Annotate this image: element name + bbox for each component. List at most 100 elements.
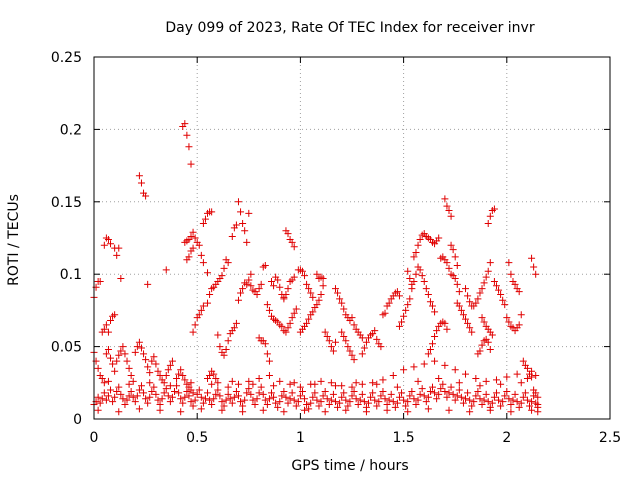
data-point [484, 398, 492, 406]
data-point [321, 408, 329, 416]
data-point [451, 275, 459, 283]
data-point [480, 318, 488, 326]
data-point [495, 286, 503, 294]
data-point [482, 273, 490, 281]
data-point [509, 396, 517, 404]
data-point [424, 405, 432, 413]
data-point [439, 380, 447, 388]
data-point [431, 389, 439, 397]
data-point [185, 253, 193, 261]
data-point [133, 343, 141, 351]
data-point [150, 383, 158, 391]
x-tick-label: 0 [90, 430, 99, 446]
data-point [503, 373, 511, 381]
data-point [412, 401, 420, 409]
data-point [319, 392, 327, 400]
data-point [146, 393, 154, 401]
data-point [119, 395, 127, 403]
data-point [298, 267, 306, 275]
data-point [189, 402, 197, 410]
data-point [426, 298, 434, 306]
data-point [441, 387, 449, 395]
data-point [150, 353, 158, 361]
data-point [154, 396, 162, 404]
data-point [109, 398, 117, 406]
data-point [482, 377, 490, 385]
data-point [412, 270, 420, 278]
data-point [338, 393, 346, 401]
data-point [160, 379, 168, 387]
data-point [245, 276, 253, 284]
data-point [336, 399, 344, 407]
data-point [331, 398, 339, 406]
data-point [492, 389, 500, 397]
data-point [234, 198, 242, 206]
data-point [338, 382, 346, 390]
data-point [462, 315, 470, 323]
data-point [367, 393, 375, 401]
data-point [160, 389, 168, 397]
data-point [166, 398, 174, 406]
data-point [406, 295, 414, 303]
data-point [400, 312, 408, 320]
data-point [239, 408, 247, 416]
data-point [201, 395, 209, 403]
data-point [170, 387, 178, 395]
data-point [348, 383, 356, 391]
data-point [154, 367, 162, 375]
data-point [129, 377, 137, 385]
data-point [117, 390, 125, 398]
data-point [111, 393, 119, 401]
data-point [94, 364, 102, 372]
data-point [135, 386, 143, 394]
data-point [406, 275, 414, 283]
data-point [410, 253, 418, 261]
data-point [282, 328, 290, 336]
data-point [532, 399, 540, 407]
data-point [400, 396, 408, 404]
data-point [472, 374, 480, 382]
data-point [428, 302, 436, 310]
data-point [513, 398, 521, 406]
data-point [523, 396, 531, 404]
data-point [102, 350, 110, 358]
data-point [486, 345, 494, 353]
data-point [311, 389, 319, 397]
data-point [241, 227, 249, 235]
data-point [381, 309, 389, 317]
data-point [104, 328, 112, 336]
data-point [265, 357, 273, 365]
data-point [526, 402, 534, 410]
data-point [296, 392, 304, 400]
data-point [476, 347, 484, 355]
data-point [501, 301, 509, 309]
data-point [278, 322, 286, 330]
data-point [286, 380, 294, 388]
data-point [263, 401, 271, 409]
data-point [177, 408, 185, 416]
data-point [478, 341, 486, 349]
data-point [317, 377, 325, 385]
data-point [418, 272, 426, 280]
data-point [447, 241, 455, 249]
data-point [268, 277, 276, 285]
data-point [515, 288, 523, 296]
data-point [321, 387, 329, 395]
data-point [166, 382, 174, 390]
data-point [131, 348, 139, 356]
data-point [404, 301, 412, 309]
data-point [168, 393, 176, 401]
data-point [206, 396, 214, 404]
data-point [321, 328, 329, 336]
data-point [104, 377, 112, 385]
data-point [208, 401, 216, 409]
chart-title: Day 099 of 2023, Rate Of TEC Index for r… [165, 20, 534, 36]
data-point [113, 357, 121, 365]
data-point [319, 282, 327, 290]
data-point [265, 372, 273, 380]
data-point [212, 374, 220, 382]
data-point [352, 395, 360, 403]
data-point [426, 345, 434, 353]
data-point [185, 143, 193, 151]
data-point [121, 350, 129, 358]
